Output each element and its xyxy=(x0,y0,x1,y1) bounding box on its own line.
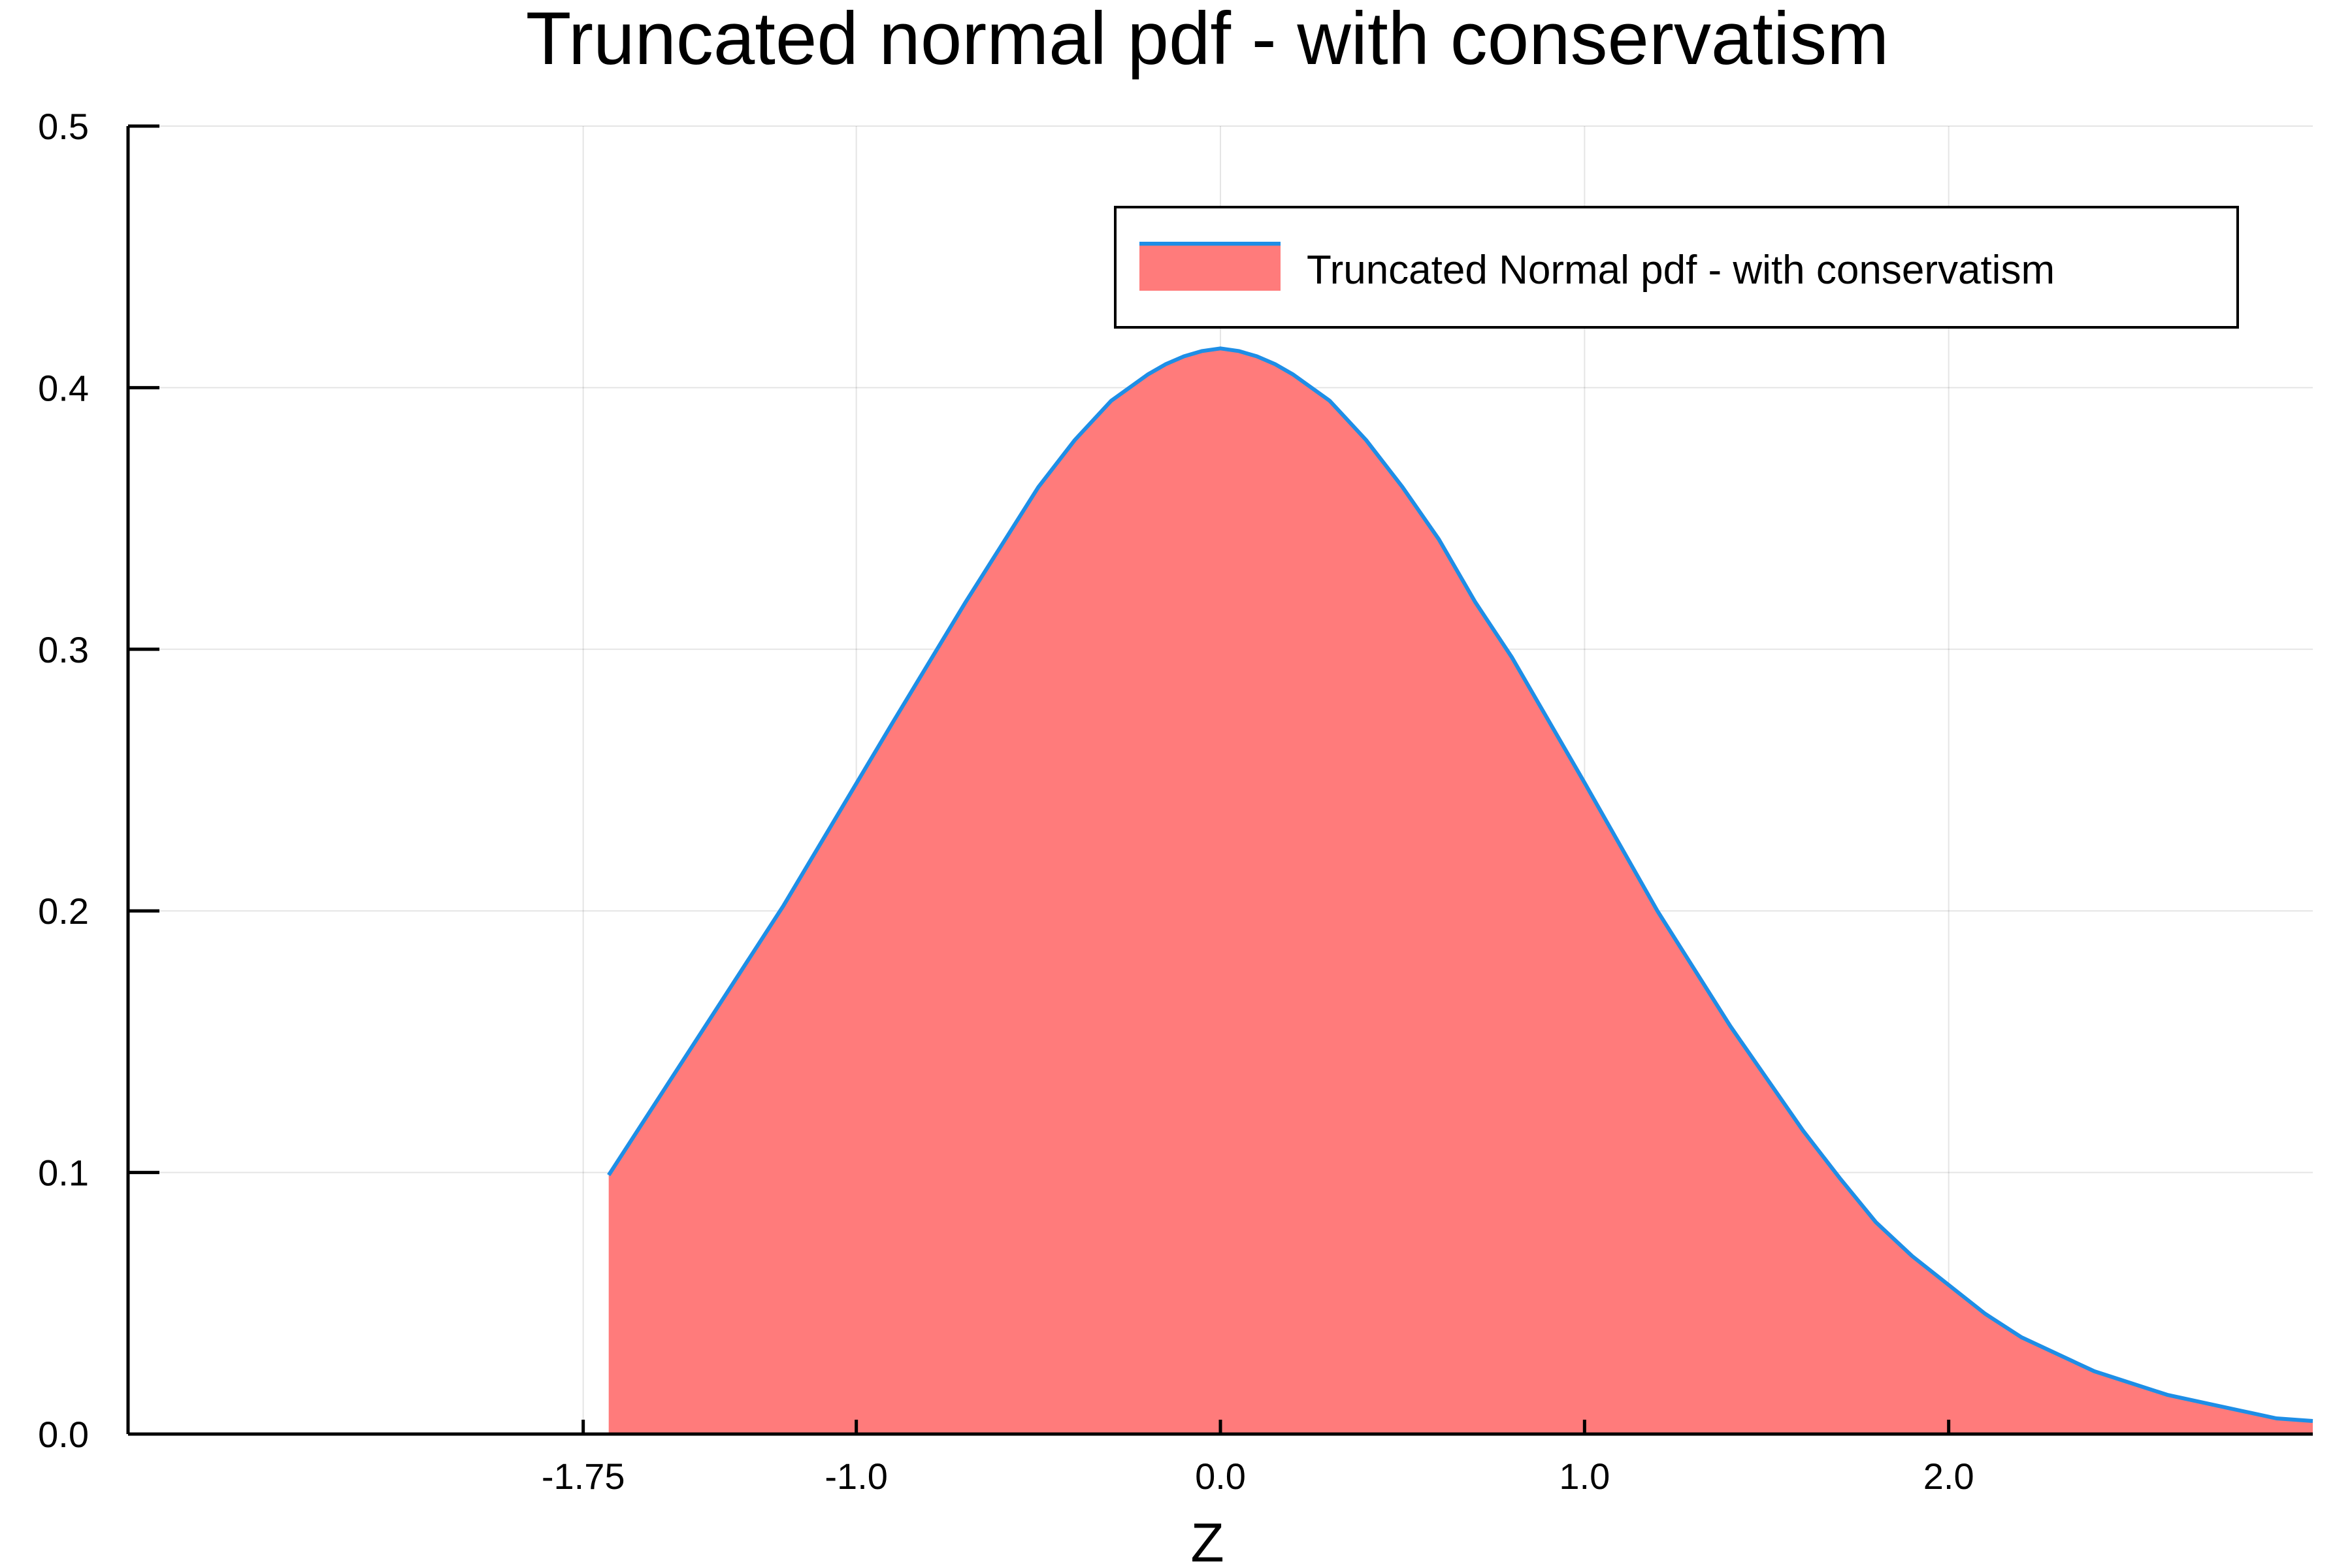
y-tick-label: 0.1 xyxy=(38,1152,89,1194)
y-tick-label: 0.4 xyxy=(38,367,89,408)
chart-title: Truncated normal pdf - with conservatism xyxy=(526,0,1889,80)
x-tick-label: -1.0 xyxy=(825,1456,888,1497)
legend: Truncated Normal pdf - with conservatism xyxy=(1114,206,2239,329)
series-area-fill xyxy=(608,348,2313,1434)
legend-box xyxy=(1114,206,2239,329)
series-fill-layer xyxy=(608,348,2313,1434)
x-tick-label: -1.75 xyxy=(542,1456,625,1497)
legend-swatch xyxy=(1139,244,1281,291)
x-tick-label: 1.0 xyxy=(1559,1456,1610,1497)
series-line-layer xyxy=(607,346,2313,1423)
y-tick-label: 0.0 xyxy=(38,1414,89,1455)
x-tick-label: 0.0 xyxy=(1195,1456,1246,1497)
x-ticks: -1.75 -1.0 0.0 1.0 2.0 xyxy=(542,1420,1974,1497)
y-ticks: 0.0 0.1 0.2 0.3 0.4 0.5 xyxy=(38,106,159,1455)
y-tick-label: 0.2 xyxy=(38,890,89,932)
legend-label: Truncated Normal pdf - with conservatism xyxy=(1307,248,2055,293)
x-tick-label: 2.0 xyxy=(1923,1456,1974,1497)
y-tick-label: 0.5 xyxy=(38,106,89,147)
series-line xyxy=(607,346,2313,1423)
y-tick-label: 0.3 xyxy=(38,629,89,670)
x-axis-label: Z xyxy=(1190,1512,1224,1568)
